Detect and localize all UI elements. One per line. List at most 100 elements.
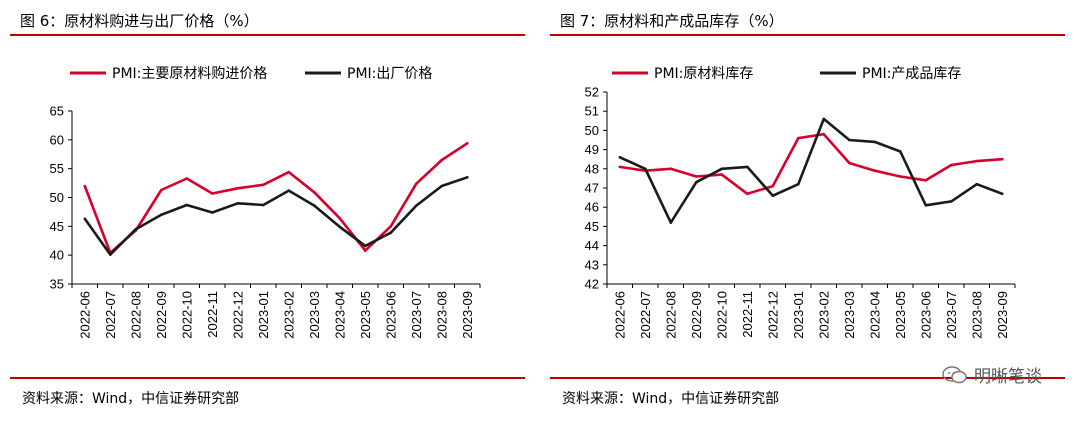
y-tick-label: 50	[585, 123, 599, 138]
data-point	[669, 167, 673, 171]
legend-label: PMI:产成品库存	[862, 66, 961, 82]
data-point	[822, 117, 826, 121]
y-tick-label: 35	[50, 277, 64, 292]
legend-label: PMI:主要原材料购进价格	[112, 66, 267, 82]
data-point	[899, 175, 902, 178]
legend-label: PMI:原材料库存	[654, 66, 753, 82]
x-tick-label: 2022-11	[740, 291, 755, 338]
data-point	[338, 225, 342, 229]
data-point	[720, 167, 724, 171]
y-tick-label: 48	[585, 161, 599, 176]
data-point	[211, 192, 214, 195]
data-point	[848, 138, 851, 142]
y-tick-label: 42	[585, 277, 599, 292]
data-point	[644, 167, 647, 171]
data-point	[83, 217, 87, 221]
data-point	[364, 249, 367, 252]
data-point	[440, 184, 444, 188]
x-tick-label: 2022-10	[179, 291, 194, 339]
y-tick-label: 50	[50, 190, 64, 205]
data-point	[1001, 192, 1004, 196]
x-tick-label: 2022-06	[612, 291, 627, 339]
data-point	[364, 244, 367, 248]
y-tick-label: 55	[50, 161, 64, 176]
data-point	[746, 192, 749, 196]
data-point	[185, 203, 189, 207]
data-point	[160, 188, 163, 192]
y-tick-label: 52	[585, 85, 599, 100]
data-point	[924, 179, 928, 182]
source-note: 资料来源：Wind，中信证券研究部	[562, 391, 780, 407]
data-point	[83, 184, 87, 188]
x-tick-label: 2023-06	[383, 291, 398, 339]
x-tick-label: 2023-09	[460, 291, 475, 339]
data-point	[389, 231, 393, 234]
x-tick-label: 2022-09	[689, 291, 704, 339]
x-tick-label: 2023-05	[358, 291, 373, 339]
watermark: 明晰笔谈	[942, 362, 1042, 387]
y-tick-label: 51	[585, 104, 599, 119]
data-point	[160, 213, 163, 217]
x-tick-label: 2023-07	[944, 291, 959, 339]
x-tick-label: 2023-03	[842, 291, 857, 339]
x-tick-label: 2023-06	[918, 291, 933, 339]
legend-label: PMI:出厂价格	[347, 66, 432, 82]
data-point	[848, 161, 851, 165]
x-tick-label: 2023-03	[307, 291, 322, 339]
series-line	[619, 117, 1003, 224]
data-point	[873, 140, 877, 144]
chart-panel-prices: 图 6：原材料购进与出厂价格（%） 35 40 45 50 55 60 65 2022-06 2…	[10, 0, 530, 428]
data-point	[415, 182, 418, 185]
x-tick-label: 2023-08	[969, 291, 984, 339]
x-tick-label: 2022-07	[103, 291, 118, 339]
data-point	[873, 169, 877, 172]
data-point	[211, 211, 214, 214]
data-point	[287, 170, 291, 174]
data-point	[975, 182, 979, 186]
data-point	[720, 173, 724, 176]
y-tick-label: 47	[585, 181, 599, 196]
data-point	[389, 225, 393, 228]
x-tick-label: 2022-10	[714, 291, 729, 339]
watermark-text: 明晰笔谈	[974, 367, 1042, 387]
y-tick-label: 46	[585, 200, 599, 215]
y-tick-label: 40	[50, 248, 64, 263]
x-tick-label: 2022-08	[663, 291, 678, 339]
x-tick-label: 2023-01	[256, 291, 271, 339]
y-tick-label: 45	[50, 219, 64, 234]
data-point	[415, 204, 418, 207]
data-point	[236, 187, 240, 190]
x-tick-label: 2023-04	[332, 291, 347, 339]
data-point	[822, 132, 826, 136]
data-point	[287, 189, 291, 192]
data-point	[618, 156, 622, 159]
data-point	[975, 159, 979, 163]
divider-bottom	[550, 377, 1065, 379]
x-tick-label: 2022-07	[638, 291, 653, 339]
x-tick-label: 2022-12	[765, 291, 780, 339]
y-tick-label: 44	[585, 238, 599, 253]
data-point	[262, 203, 265, 207]
chart-title: 图 6：原材料购进与出厂价格（%）	[20, 12, 259, 30]
data-point	[134, 227, 138, 231]
data-point	[338, 217, 342, 220]
x-tick-label: 2023-08	[434, 291, 449, 339]
chart-title: 图 7：原材料和产成品库存（%）	[560, 12, 784, 30]
data-point	[669, 221, 673, 224]
y-tick-label: 65	[50, 104, 64, 119]
data-point	[185, 177, 189, 180]
x-tick-label: 2022-09	[154, 291, 169, 339]
data-point	[466, 176, 469, 179]
data-point	[950, 200, 953, 203]
x-tick-label: 2022-08	[128, 291, 143, 339]
source-note: 资料来源：Wind，中信证券研究部	[22, 391, 240, 407]
data-point	[771, 194, 775, 197]
x-tick-label: 2023-05	[893, 291, 908, 339]
series-line	[83, 142, 469, 255]
x-tick-label: 2023-04	[867, 291, 882, 339]
data-point	[695, 180, 698, 184]
data-point	[262, 183, 265, 187]
divider-top	[10, 34, 525, 36]
data-point	[440, 158, 444, 162]
x-tick-label: 2022-06	[77, 291, 92, 339]
